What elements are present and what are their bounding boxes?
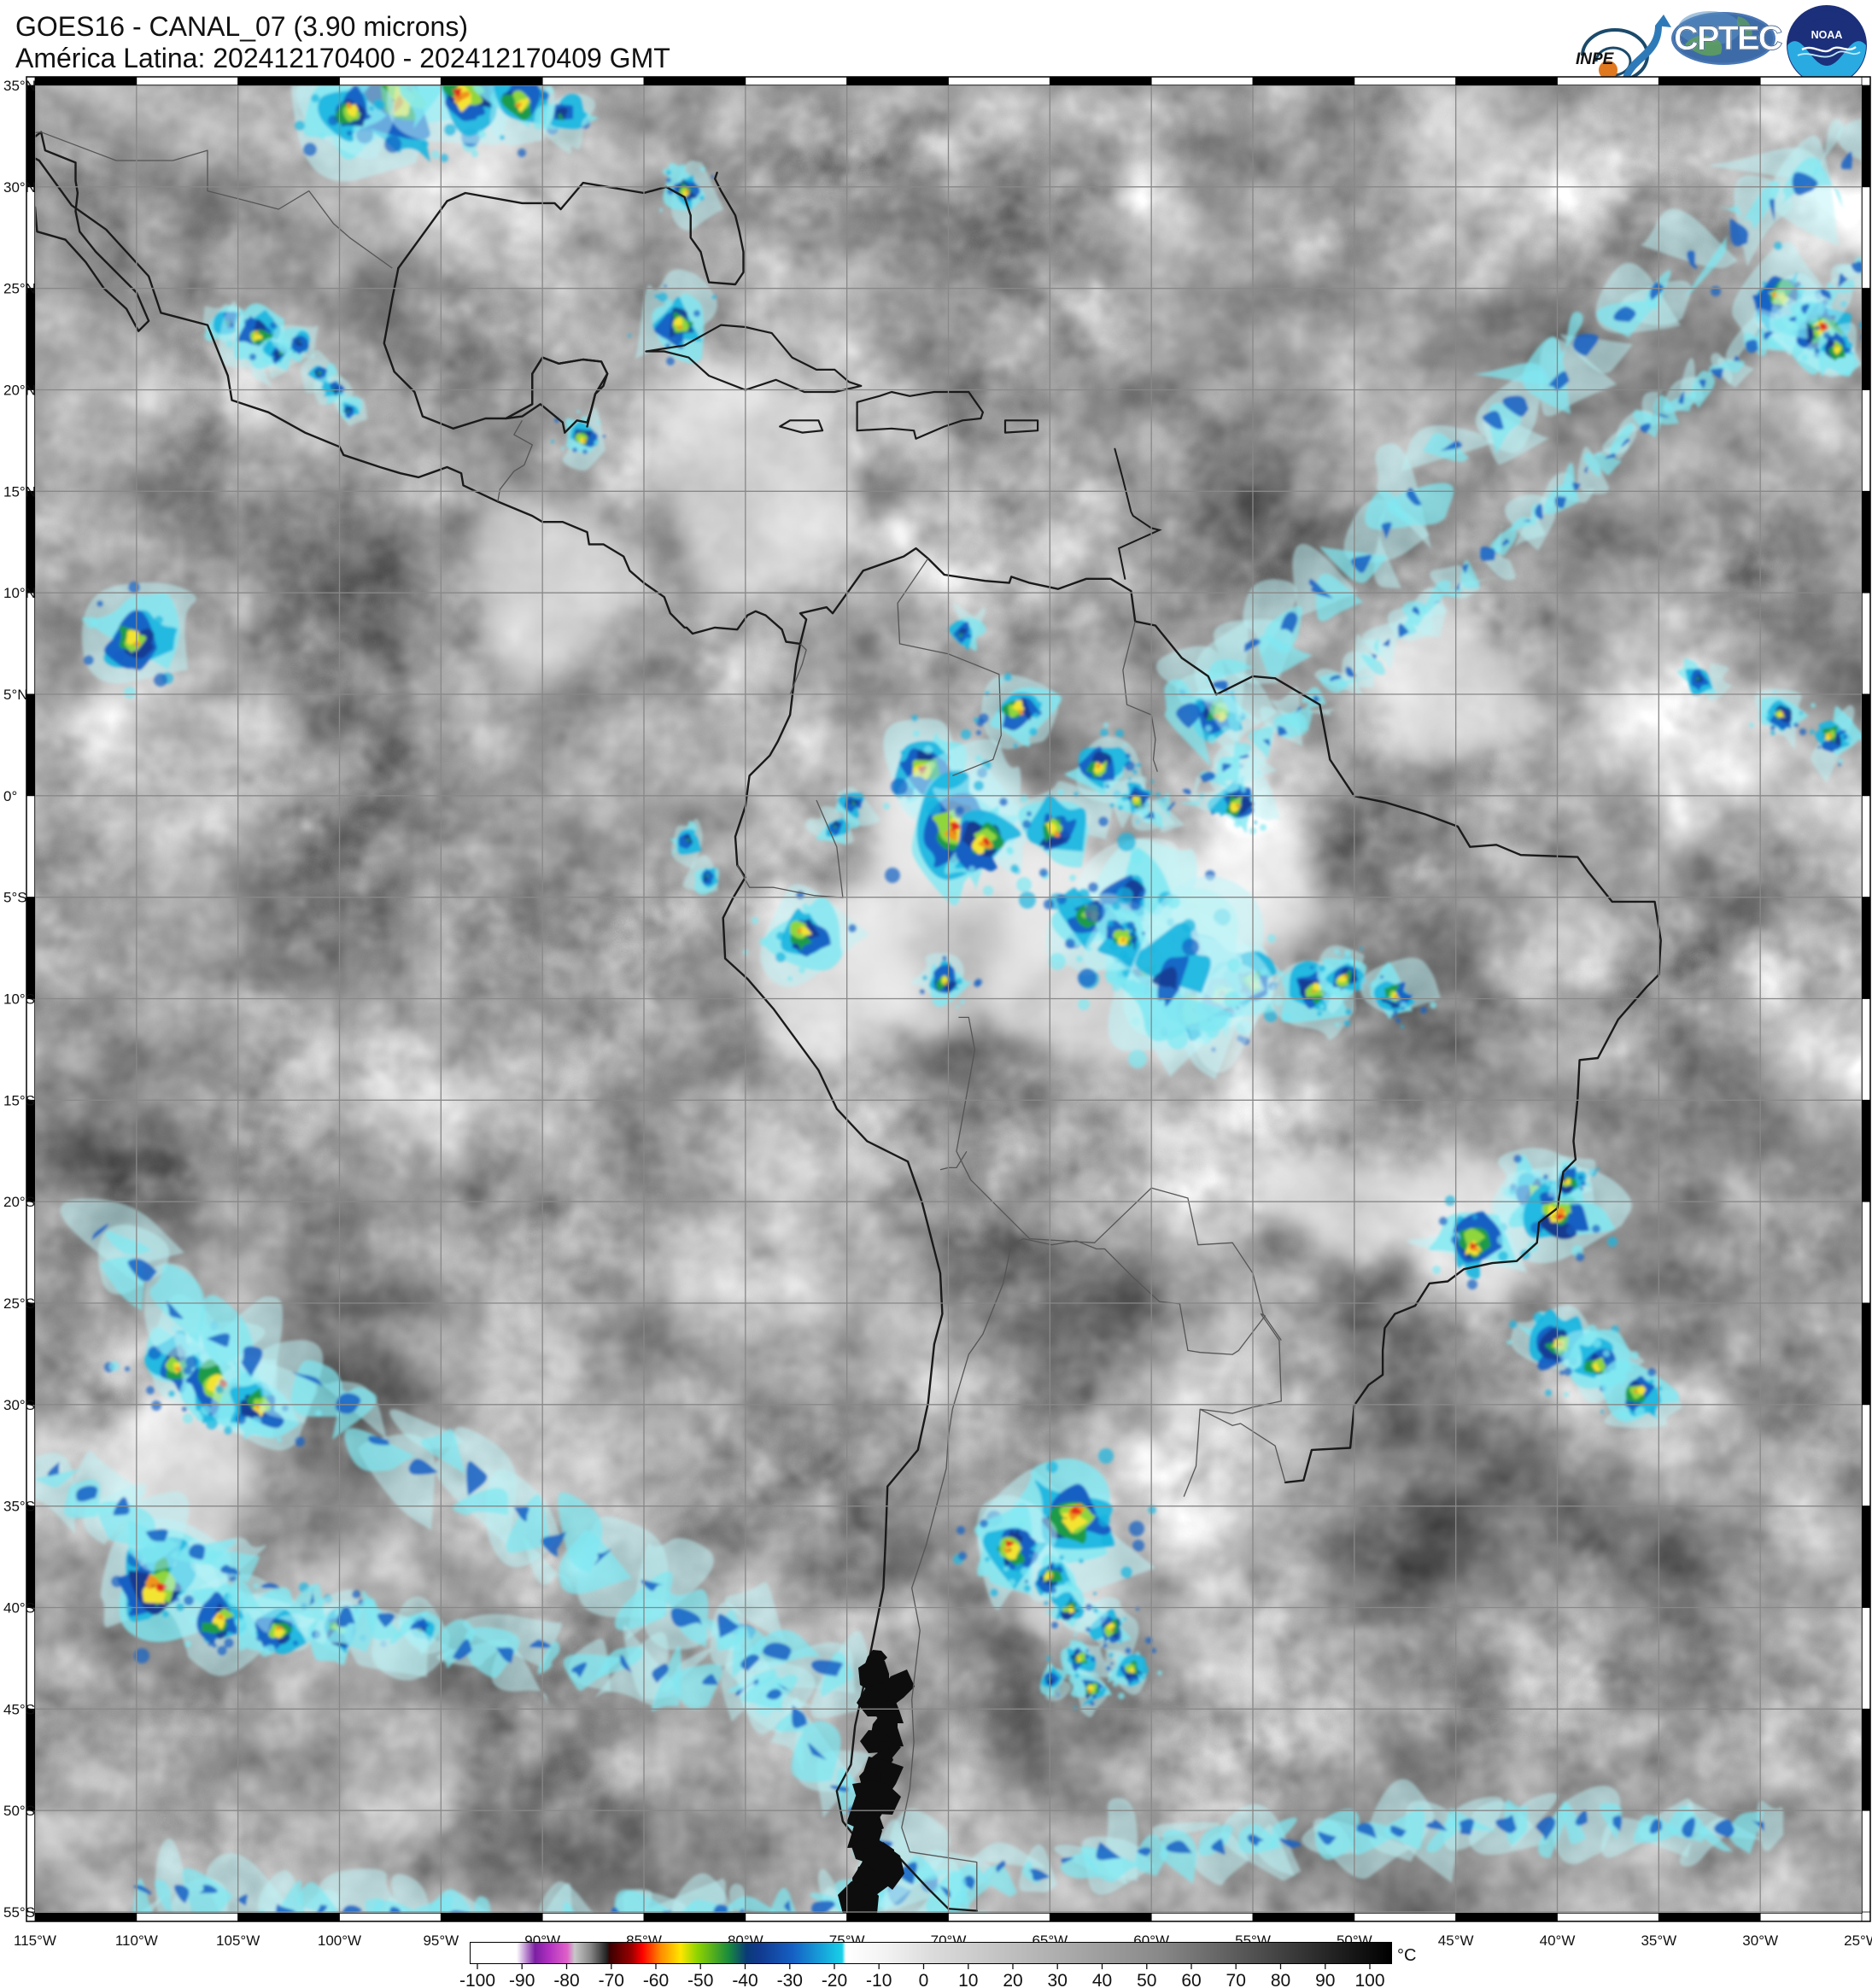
svg-text:10: 10 bbox=[958, 1971, 978, 1988]
svg-text:-30: -30 bbox=[777, 1971, 803, 1988]
svg-text:-80: -80 bbox=[553, 1971, 579, 1988]
svg-text:50: 50 bbox=[1137, 1971, 1156, 1988]
svg-text:-60: -60 bbox=[643, 1971, 669, 1988]
svg-text:-100: -100 bbox=[459, 1971, 495, 1988]
svg-text:-20: -20 bbox=[822, 1971, 847, 1988]
svg-text:-90: -90 bbox=[509, 1971, 535, 1988]
svg-text:-50: -50 bbox=[687, 1971, 713, 1988]
svg-text:-40: -40 bbox=[732, 1971, 758, 1988]
svg-text:60: 60 bbox=[1181, 1971, 1201, 1988]
svg-text:80: 80 bbox=[1271, 1971, 1290, 1988]
svg-text:70: 70 bbox=[1226, 1971, 1246, 1988]
svg-text:30: 30 bbox=[1048, 1971, 1068, 1988]
svg-text:-10: -10 bbox=[866, 1971, 892, 1988]
svg-text:40: 40 bbox=[1092, 1971, 1112, 1988]
svg-text:100: 100 bbox=[1354, 1971, 1384, 1988]
svg-text:0: 0 bbox=[919, 1971, 929, 1988]
svg-text:90: 90 bbox=[1315, 1971, 1335, 1988]
svg-text:20: 20 bbox=[1003, 1971, 1022, 1988]
svg-text:-70: -70 bbox=[599, 1971, 624, 1988]
